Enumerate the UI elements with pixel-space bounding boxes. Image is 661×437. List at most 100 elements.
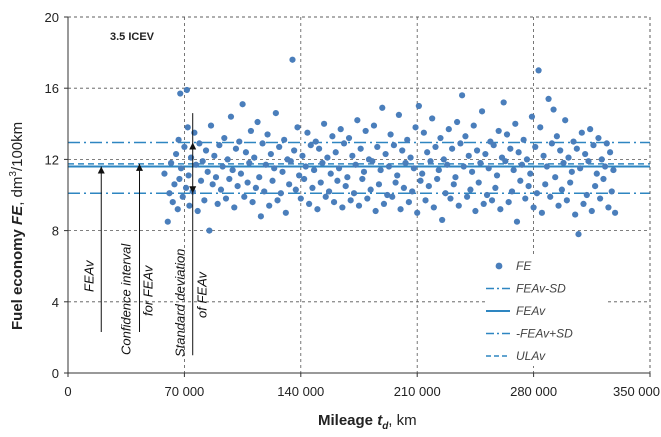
- fe-point: [252, 184, 260, 191]
- fe-point: [199, 158, 206, 165]
- fe-point: [201, 197, 208, 204]
- fe-point: [197, 177, 205, 184]
- fe-point: [525, 183, 532, 190]
- fe-point: [402, 159, 409, 167]
- fe-point: [535, 67, 542, 74]
- tick-labels: 0 4 8 12 16 20 0 70 000 140 000 210 000 280 000 350…: [45, 10, 660, 399]
- fe-point: [214, 200, 221, 207]
- fe-point: [372, 207, 379, 215]
- fe-point: [352, 161, 359, 168]
- fe-point: [394, 172, 401, 179]
- fe-point: [183, 86, 190, 94]
- fe-point: [492, 184, 499, 191]
- fe-point: [302, 163, 309, 170]
- fe-point: [177, 165, 185, 172]
- fe-point: [522, 195, 529, 202]
- fe-point: [286, 181, 293, 188]
- fe-point: [176, 175, 183, 183]
- fe-point: [507, 145, 514, 152]
- y-tick-label: 12: [45, 152, 59, 167]
- annotation-confidence-interval: Confidence interval: [119, 243, 134, 355]
- fe-point: [527, 170, 534, 177]
- fe-point: [528, 113, 536, 120]
- x-tick-label: 210 000: [394, 384, 441, 399]
- fe-point: [207, 122, 215, 129]
- fe-point: [585, 158, 592, 165]
- fe-point: [427, 158, 434, 165]
- fe-point: [415, 102, 422, 110]
- fe-point: [282, 209, 289, 216]
- legend-label: ULAv: [516, 349, 546, 363]
- legend-label: FE: [516, 259, 532, 273]
- fe-point: [533, 190, 541, 197]
- fe-point: [505, 199, 512, 206]
- fe-point: [267, 150, 274, 158]
- fe-point: [384, 191, 391, 199]
- axes: [64, 16, 651, 377]
- fe-point: [320, 120, 328, 127]
- fe-point: [291, 147, 298, 154]
- fe-point: [221, 134, 228, 142]
- fe-point: [226, 175, 233, 183]
- fe-point: [219, 163, 226, 170]
- fe-point: [420, 129, 427, 136]
- fe-point: [339, 204, 346, 211]
- fe-point: [515, 149, 522, 156]
- fe-point: [387, 131, 394, 138]
- fe-point: [555, 202, 562, 209]
- fe-point: [510, 166, 517, 174]
- fe-point: [185, 172, 192, 179]
- fe-point: [380, 200, 388, 207]
- fe-point: [281, 136, 288, 143]
- fe-point: [319, 159, 326, 167]
- fe-point: [432, 143, 439, 151]
- fe-point: [434, 175, 441, 183]
- fe-point: [430, 204, 437, 211]
- fe-point: [538, 209, 546, 216]
- y-axis-title-unit: , dm: [9, 177, 26, 206]
- legend-item: FEAv-SD: [486, 282, 566, 296]
- fe-point: [360, 168, 368, 175]
- fe-point: [342, 183, 349, 190]
- fe-point: [583, 191, 590, 199]
- y-tick-label: 20: [45, 10, 59, 25]
- fe-point: [239, 101, 246, 108]
- y-tick-label: 8: [52, 224, 59, 239]
- fe-point: [374, 143, 381, 151]
- fe-point: [244, 179, 251, 186]
- fe-point: [186, 202, 193, 209]
- fe-point: [410, 165, 417, 172]
- fe-point: [289, 56, 296, 63]
- fe-point: [261, 188, 268, 195]
- fe-point: [292, 186, 299, 193]
- fe-point: [167, 159, 175, 167]
- fe-point: [439, 216, 446, 224]
- fe-point: [202, 147, 210, 154]
- fe-point: [593, 170, 600, 177]
- fe-point: [417, 177, 424, 184]
- fe-point: [548, 140, 555, 147]
- fe-point: [322, 193, 329, 200]
- fe-point: [355, 202, 363, 209]
- fe-point: [606, 149, 614, 156]
- fe-point: [390, 142, 398, 149]
- fe-point: [557, 147, 564, 154]
- fe-point: [369, 158, 376, 165]
- annotations: FEAv Confidence interval for FEAv Standard …: [81, 113, 210, 357]
- fe-point: [277, 190, 284, 197]
- fe-point: [256, 174, 263, 181]
- fe-point: [590, 142, 597, 149]
- x-axis-title-symbol: t: [377, 412, 383, 429]
- fe-point: [337, 126, 344, 133]
- fe-point: [405, 199, 412, 206]
- fe-point: [552, 174, 559, 181]
- fe-point: [550, 106, 557, 113]
- fe-point: [311, 166, 318, 174]
- fe-point: [399, 147, 406, 154]
- fe-point: [332, 149, 339, 156]
- fe-points: [161, 56, 619, 238]
- fe-point: [175, 136, 182, 143]
- fe-point: [182, 184, 190, 191]
- fe-point: [397, 206, 404, 213]
- fe-point: [558, 186, 565, 193]
